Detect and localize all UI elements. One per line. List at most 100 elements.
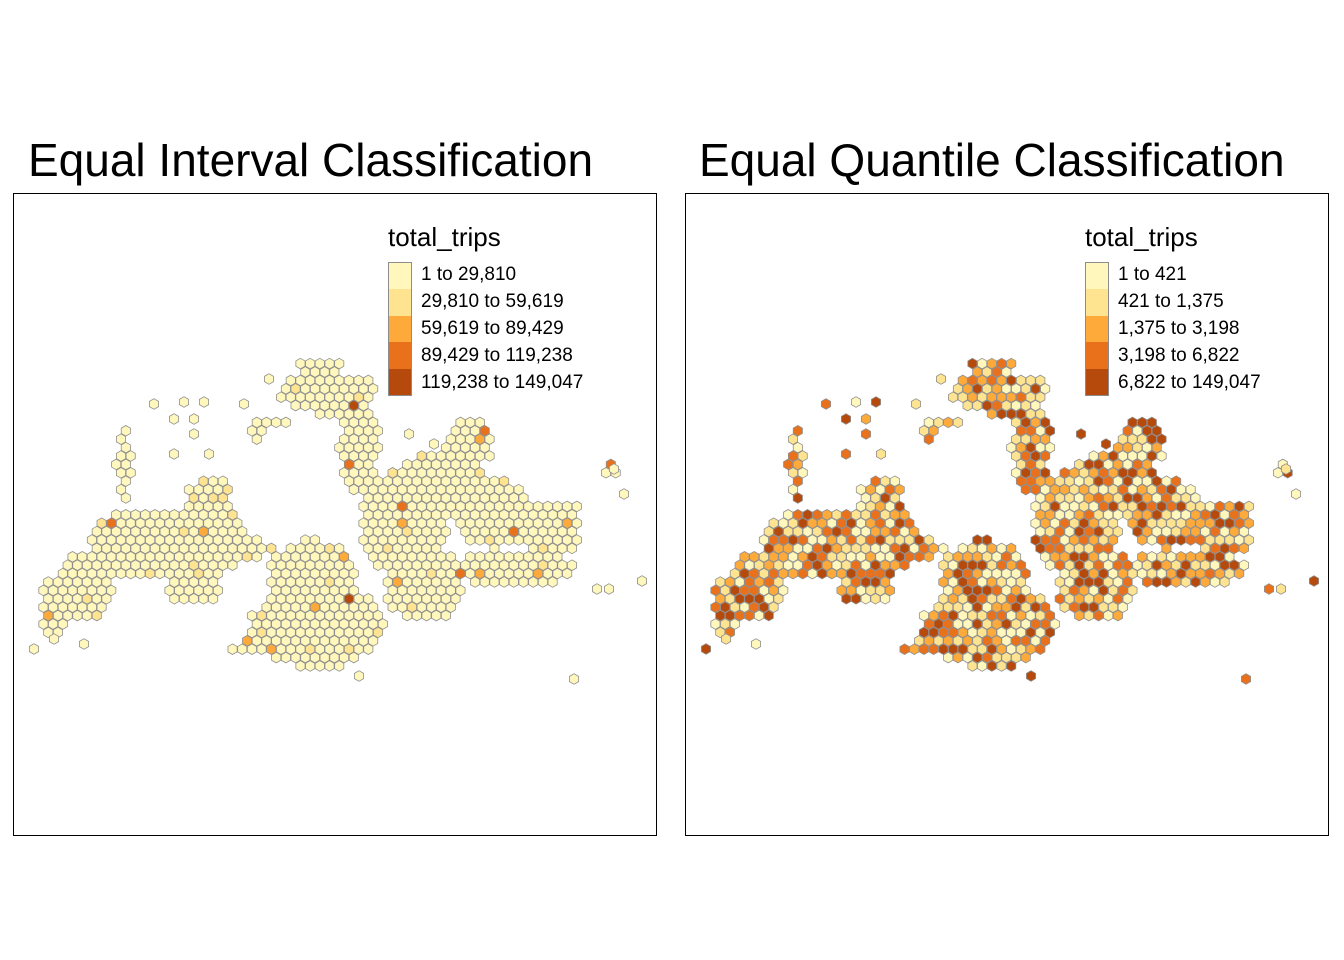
hexagon-cell (880, 542, 891, 555)
hexagon-cell (1137, 416, 1148, 429)
hexagon-cell (145, 551, 156, 563)
hexagon-cell (981, 651, 992, 664)
hexagon-cell (1011, 618, 1022, 630)
hexagon-cell (295, 357, 306, 370)
hexagon-cell (465, 500, 476, 513)
hexagon-cell (788, 467, 798, 479)
hexagon-cell (246, 643, 257, 655)
hexagon-cell (938, 593, 949, 605)
hexagon-cell (426, 584, 437, 597)
hexagon-cell (285, 374, 296, 387)
hexagon-cell (72, 593, 83, 605)
hexagon-cell (368, 416, 379, 429)
hexagon-cell (928, 542, 939, 555)
hexagon-cell (494, 483, 505, 496)
hexagon-cell (1098, 517, 1109, 529)
hexagon-cell (986, 542, 997, 555)
hexagon-cell (812, 525, 823, 538)
hexagon-cell (783, 458, 794, 471)
hexagon-cell (957, 374, 968, 387)
hexagon-cell (72, 559, 83, 571)
hexagon-cell (1117, 500, 1128, 513)
hexagon-cell (198, 492, 209, 504)
hexagon-cell (82, 576, 93, 588)
hexagon-cell (174, 567, 185, 580)
hexagon-cell (1030, 534, 1041, 546)
hexagon-cell (749, 567, 760, 580)
hexagon-cell (986, 408, 997, 420)
hexagon-cell (251, 416, 262, 429)
hexagon-cell (1156, 433, 1167, 445)
hexagon-cell (280, 416, 291, 429)
hexagon-cell (1171, 525, 1182, 538)
hexagon-cell (729, 584, 740, 597)
hexagon-cell (319, 399, 330, 412)
hexagon-cell (1001, 383, 1012, 395)
hexagon-cell (1127, 500, 1138, 513)
hexagon-cell (778, 551, 789, 563)
legend-class: 3,198 to 6,822 (1085, 342, 1261, 370)
hexagon-cell (962, 399, 973, 412)
hexagon-cell (489, 509, 500, 521)
hexagon-cell (1093, 509, 1104, 521)
hexagon-cell (918, 609, 929, 622)
hexagon-cell (1011, 433, 1022, 445)
hexagon-cell (1054, 492, 1065, 504)
hexagon-cell (936, 373, 946, 385)
hexagon-cell (217, 492, 228, 504)
hexagon-cell (377, 534, 388, 546)
hexagon-cell (1108, 483, 1119, 496)
hexagon-cell (96, 567, 107, 580)
hexagon-cell (1088, 483, 1099, 496)
hexagon-cell (198, 542, 209, 555)
hexagon-cell (52, 609, 63, 622)
hexagon-cell (101, 559, 112, 571)
hexagon-cell (319, 567, 330, 580)
hexagon-cell (416, 584, 427, 597)
legend-swatch (388, 315, 412, 343)
hexagon-cell (222, 500, 233, 513)
hexagon-cell (421, 542, 432, 555)
hexagon-cell (387, 551, 398, 563)
hexagon-cell (1093, 576, 1104, 588)
hexagon-cell (426, 551, 437, 563)
hexagon-cell (62, 609, 73, 622)
hexagon-cell (363, 441, 374, 454)
hexagon-cell (319, 618, 330, 630)
hexagon-cell (1083, 458, 1094, 471)
hexagon-cell (474, 517, 485, 529)
hexagon-cell (1122, 425, 1133, 437)
hexagon-cell (411, 576, 422, 588)
hexagon-cell (996, 593, 1007, 605)
hexagon-cell (797, 551, 808, 563)
hexagon-cell (567, 509, 578, 521)
hexagon-cell (1098, 584, 1109, 597)
hexagon-cell (1074, 492, 1085, 504)
hexagon-cell (416, 601, 427, 613)
hexagon-cell (140, 559, 151, 571)
hexagon-cell (183, 500, 194, 513)
hexagon-cell (957, 391, 968, 403)
hexagon-cell (1151, 441, 1162, 454)
hexagon-cell (1059, 517, 1070, 529)
hexagon-cell (1137, 433, 1148, 445)
hexagon-cell (429, 438, 439, 450)
hexagon-cell (169, 509, 180, 521)
hexagon-cell (339, 635, 350, 647)
hexagon-cell (788, 483, 798, 496)
hexagon-cell (479, 475, 490, 487)
hexagon-cell (421, 492, 432, 504)
hexagon-cell (421, 475, 432, 487)
hexagon-cell (513, 517, 524, 529)
hexagon-cell (436, 551, 447, 563)
hexagon-cell (169, 542, 180, 555)
hexagon-cell (309, 635, 320, 647)
hexagon-cell (1180, 525, 1191, 538)
hexagon-cell (1015, 425, 1026, 437)
hexagon-cell (489, 492, 500, 504)
hexagon-cell (290, 399, 301, 412)
hexagon-cell (445, 450, 456, 462)
hexagon-cell (918, 626, 929, 639)
hexagon-cell (977, 357, 988, 370)
hexagon-cell (329, 651, 340, 664)
